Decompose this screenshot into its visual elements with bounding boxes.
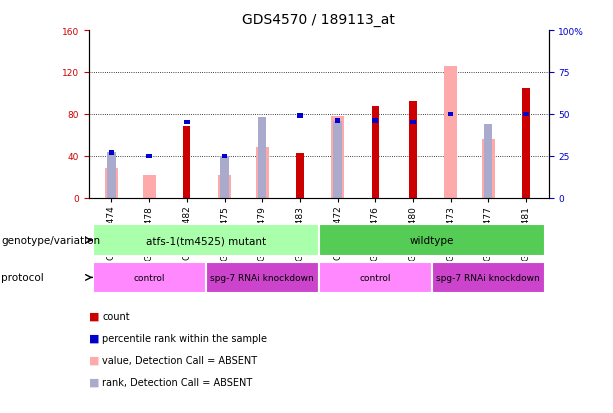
- Bar: [409, 102, 417, 198]
- Bar: [296, 153, 303, 198]
- Bar: [206, 262, 319, 294]
- Bar: [258, 118, 267, 198]
- Text: ■: ■: [89, 355, 99, 365]
- Bar: [297, 114, 303, 119]
- Text: control: control: [360, 273, 391, 282]
- Bar: [222, 154, 227, 159]
- Bar: [444, 66, 457, 198]
- Bar: [371, 106, 379, 198]
- Text: ■: ■: [89, 377, 99, 387]
- Bar: [256, 148, 269, 198]
- Bar: [221, 157, 229, 198]
- Bar: [184, 121, 189, 125]
- Bar: [218, 175, 231, 198]
- Bar: [331, 117, 344, 198]
- Text: rank, Detection Call = ABSENT: rank, Detection Call = ABSENT: [102, 377, 253, 387]
- Text: spg-7 RNAi knockdown: spg-7 RNAi knockdown: [210, 273, 314, 282]
- Text: percentile rank within the sample: percentile rank within the sample: [102, 333, 267, 343]
- Text: count: count: [102, 311, 130, 321]
- Bar: [482, 140, 495, 198]
- Bar: [147, 154, 152, 159]
- Bar: [105, 169, 118, 198]
- Bar: [373, 119, 378, 123]
- Bar: [93, 262, 206, 294]
- Text: genotype/variation: genotype/variation: [1, 235, 101, 245]
- Title: GDS4570 / 189113_at: GDS4570 / 189113_at: [242, 13, 395, 27]
- Text: protocol: protocol: [1, 273, 44, 282]
- Bar: [524, 112, 529, 117]
- Text: ■: ■: [89, 333, 99, 343]
- Bar: [410, 121, 416, 125]
- Bar: [183, 127, 191, 198]
- Bar: [319, 225, 545, 256]
- Bar: [484, 125, 492, 198]
- Text: atfs-1(tm4525) mutant: atfs-1(tm4525) mutant: [146, 235, 266, 246]
- Text: spg-7 RNAi knockdown: spg-7 RNAi knockdown: [436, 273, 540, 282]
- Bar: [107, 153, 116, 198]
- Bar: [335, 119, 340, 123]
- Bar: [522, 88, 530, 198]
- Bar: [319, 262, 432, 294]
- Bar: [432, 262, 545, 294]
- Bar: [143, 175, 156, 198]
- Text: control: control: [134, 273, 165, 282]
- Text: ■: ■: [89, 311, 99, 321]
- Bar: [93, 225, 319, 256]
- Text: value, Detection Call = ABSENT: value, Detection Call = ABSENT: [102, 355, 257, 365]
- Bar: [448, 112, 454, 117]
- Text: wildtype: wildtype: [409, 235, 454, 246]
- Bar: [109, 151, 114, 155]
- Bar: [333, 121, 342, 198]
